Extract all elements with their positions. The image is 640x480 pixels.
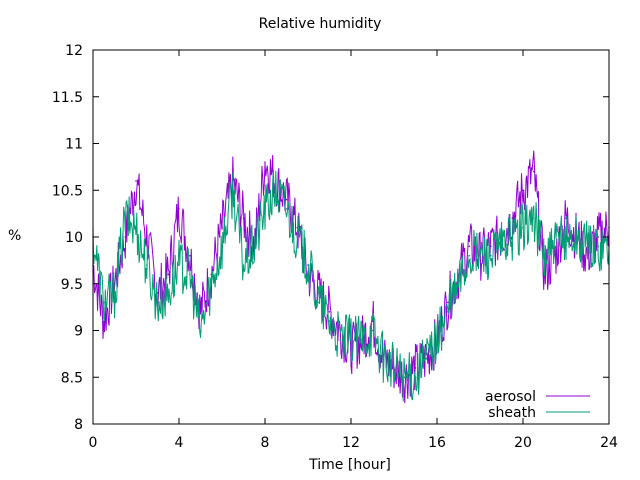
data-point-aerosol: [522, 189, 524, 192]
y-tick-label: 10: [65, 230, 83, 246]
data-point-sheath: [586, 245, 589, 248]
y-tick-label: 9.5: [61, 277, 83, 293]
series-line-aerosol: [92, 150, 610, 404]
data-point-aerosol: [221, 226, 223, 229]
data-point-sheath: [178, 264, 180, 266]
data-point-sheath: [339, 339, 342, 341]
y-tick-label: 8.5: [61, 370, 83, 386]
data-point-sheath: [135, 226, 137, 229]
data-point-sheath: [199, 329, 202, 332]
data-point-aerosol: [511, 217, 514, 220]
data-point-sheath: [124, 217, 127, 220]
data-point-sheath: [543, 254, 546, 257]
data-point-aerosol: [242, 217, 245, 220]
legend-label-sheath: sheath: [488, 405, 536, 421]
data-point-aerosol: [468, 245, 471, 248]
data-point-sheath: [318, 301, 320, 304]
data-point-aerosol: [146, 236, 148, 238]
data-point-aerosol: [210, 273, 213, 276]
data-point-sheath: [597, 245, 600, 248]
data-point-sheath: [414, 376, 417, 379]
legend-label-aerosol: aerosol: [485, 389, 536, 405]
y-tick-label: 11: [65, 137, 83, 153]
data-point-aerosol: [447, 301, 449, 304]
data-point-sheath: [156, 301, 159, 304]
data-point-sheath: [500, 245, 503, 248]
data-point-aerosol: [199, 311, 202, 313]
data-point-aerosol: [264, 161, 266, 163]
y-tick-label: 11.5: [52, 90, 83, 106]
data-point-sheath: [210, 283, 213, 285]
data-point-sheath: [447, 311, 449, 313]
y-tick-label: 9: [74, 324, 83, 340]
series-layer: [92, 150, 610, 404]
x-tick-label: 8: [261, 435, 270, 451]
data-point-sheath: [382, 357, 385, 360]
data-point-aerosol: [167, 273, 170, 276]
data-point-sheath: [242, 264, 245, 266]
data-point-sheath: [490, 254, 492, 257]
data-point-sheath: [425, 357, 428, 360]
ticks-layer: 0 4 8 12 16 20 24 8 8.5 9 9.5 10 10.5 11 11.5 12: [52, 43, 618, 451]
data-point-sheath: [296, 236, 299, 238]
data-point-sheath: [285, 208, 288, 210]
data-point-aerosol: [533, 170, 535, 173]
data-point-sheath: [576, 236, 578, 238]
data-point-sheath: [522, 226, 524, 229]
data-point-sheath: [232, 189, 234, 192]
x-tick-label: 4: [175, 435, 184, 451]
x-axis-label: Time [hour]: [309, 457, 391, 473]
data-point-aerosol: [490, 245, 492, 248]
data-point-sheath: [468, 254, 471, 257]
data-point-sheath: [404, 376, 406, 379]
data-point-aerosol: [414, 367, 417, 369]
data-point-sheath: [565, 236, 567, 238]
data-point-sheath: [533, 217, 535, 220]
x-tick-label: 24: [600, 435, 618, 451]
data-point-sheath: [307, 264, 309, 266]
data-point-sheath: [167, 292, 170, 294]
data-point-sheath: [554, 245, 557, 248]
data-point-sheath: [264, 208, 266, 210]
data-point-sheath: [113, 292, 116, 294]
x-tick-label: 0: [89, 435, 98, 451]
data-point-sheath: [275, 189, 277, 192]
data-point-aerosol: [554, 254, 557, 257]
y-tick-label: 10.5: [52, 183, 83, 199]
data-point-sheath: [350, 339, 352, 341]
data-point-sheath: [371, 329, 374, 332]
data-point-sheath: [393, 367, 395, 369]
data-point-sheath: [361, 339, 363, 341]
data-point-aerosol: [178, 208, 180, 210]
y-tick-label: 12: [65, 43, 83, 59]
data-point-aerosol: [135, 180, 137, 182]
data-point-sheath: [221, 245, 223, 248]
x-tick-label: 16: [428, 435, 446, 451]
data-point-sheath: [328, 320, 331, 323]
series-line-sheath: [92, 169, 610, 402]
data-point-sheath: [479, 254, 481, 257]
y-axis-label: %: [8, 228, 22, 244]
y-tick-label: 8: [74, 417, 83, 433]
x-tick-label: 20: [514, 435, 532, 451]
data-point-sheath: [253, 245, 256, 248]
data-point-sheath: [457, 283, 460, 285]
data-point-sheath: [103, 301, 105, 304]
data-point-aerosol: [285, 198, 288, 201]
data-point-aerosol: [124, 236, 127, 238]
data-point-aerosol: [328, 311, 331, 313]
data-point-sheath: [189, 273, 191, 276]
data-point-sheath: [146, 264, 148, 266]
data-point-sheath: [511, 236, 514, 238]
chart-title: Relative humidity: [258, 16, 382, 32]
data-point-sheath: [436, 339, 438, 341]
data-point-aerosol: [189, 254, 191, 257]
x-tick-label: 12: [342, 435, 360, 451]
